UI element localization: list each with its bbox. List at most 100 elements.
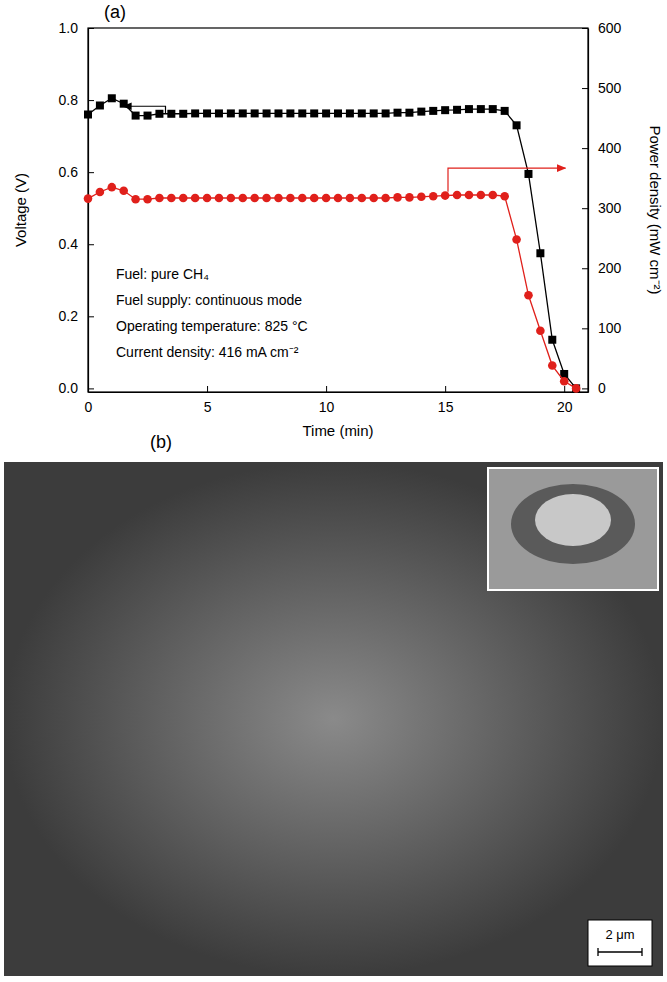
tick: 0.8 — [59, 92, 94, 108]
tick-label: 10 — [319, 399, 335, 415]
series-line — [88, 98, 576, 388]
tick-label: 0.2 — [59, 308, 79, 324]
marker — [84, 194, 93, 203]
tick-mark — [88, 244, 94, 245]
tick: 10 — [319, 386, 335, 415]
marker — [453, 106, 461, 114]
marker — [203, 109, 211, 117]
marker — [513, 121, 521, 129]
marker — [465, 105, 473, 113]
marker — [358, 109, 366, 117]
tick-label: 100 — [598, 320, 622, 336]
tick: 500 — [582, 80, 622, 96]
annotation: Fuel: pure CH₄ — [116, 266, 209, 282]
tick: 0 — [582, 380, 606, 396]
marker — [477, 105, 485, 113]
y2-axis-title: Power density (mW cm⁻²) — [647, 125, 664, 294]
tick-label: 0.8 — [59, 92, 79, 108]
tick: 15 — [438, 386, 454, 415]
marker — [322, 109, 330, 117]
marker — [417, 192, 426, 201]
tick-label: 15 — [438, 399, 454, 415]
marker — [227, 109, 235, 117]
marker — [286, 109, 294, 117]
marker — [238, 194, 247, 203]
marker — [167, 194, 176, 203]
tick-mark — [582, 328, 588, 329]
marker — [84, 110, 92, 118]
marker — [405, 109, 413, 117]
series-line — [88, 187, 576, 388]
marker — [417, 108, 425, 116]
inset-photo — [488, 468, 658, 590]
marker — [108, 94, 116, 102]
marker — [524, 170, 532, 178]
annotation: Operating temperature: 825 °C — [116, 318, 308, 334]
marker — [382, 109, 390, 117]
tick: 400 — [582, 140, 622, 156]
tick-label: 400 — [598, 140, 622, 156]
marker — [405, 193, 414, 202]
marker — [572, 384, 580, 392]
marker — [488, 191, 497, 200]
marker — [263, 109, 271, 117]
marker — [131, 195, 140, 204]
tick-mark — [88, 28, 94, 29]
tick-mark — [564, 386, 565, 392]
tick: 1.0 — [59, 20, 94, 36]
marker — [310, 194, 319, 203]
marker — [179, 110, 187, 118]
tick-mark — [88, 316, 94, 317]
marker — [119, 186, 128, 195]
marker — [572, 384, 581, 393]
marker — [132, 112, 140, 120]
axis-line — [89, 392, 589, 393]
tick: 600 — [582, 20, 622, 36]
axis-line — [88, 29, 89, 393]
marker — [215, 194, 224, 203]
y-axis-title: Voltage (V) — [12, 173, 29, 247]
marker — [346, 109, 354, 117]
tick-mark — [88, 388, 94, 389]
marker — [370, 109, 378, 117]
marker — [394, 109, 402, 117]
marker — [298, 194, 307, 203]
annotation: Fuel supply: continuous mode — [116, 292, 302, 308]
marker — [381, 194, 390, 203]
tick-label: 0 — [598, 380, 606, 396]
tick-mark — [582, 88, 588, 89]
marker — [203, 194, 212, 203]
marker — [191, 194, 200, 203]
axis-arrow — [448, 168, 566, 192]
tick-label: 300 — [598, 200, 622, 216]
panel-a: 051015200.00.20.40.60.81.001002003004005… — [12, 20, 664, 439]
plot-area — [84, 94, 581, 392]
marker — [560, 377, 569, 386]
marker — [524, 291, 533, 300]
scale-bar-box — [588, 920, 652, 966]
marker — [536, 326, 545, 335]
tick-label: 0.6 — [59, 164, 79, 180]
tick-label: 200 — [598, 260, 622, 276]
plot-frame — [88, 28, 588, 392]
axis-arrow — [123, 106, 166, 113]
marker — [250, 194, 259, 203]
axis-line — [588, 29, 589, 393]
scale-bar — [598, 948, 642, 956]
marker — [429, 107, 437, 115]
marker — [548, 361, 557, 370]
tick: 5 — [204, 386, 212, 415]
marker — [489, 105, 497, 113]
marker — [191, 109, 199, 117]
marker — [441, 191, 450, 200]
tick: 0.6 — [59, 164, 94, 180]
tick-mark — [582, 208, 588, 209]
marker — [155, 110, 163, 118]
tick-label: 1.0 — [59, 20, 79, 36]
marker — [179, 194, 188, 203]
marker — [310, 109, 318, 117]
marker — [274, 109, 282, 117]
tick-mark — [582, 268, 588, 269]
sem-image — [4, 462, 663, 976]
inset-electrode — [535, 494, 611, 546]
